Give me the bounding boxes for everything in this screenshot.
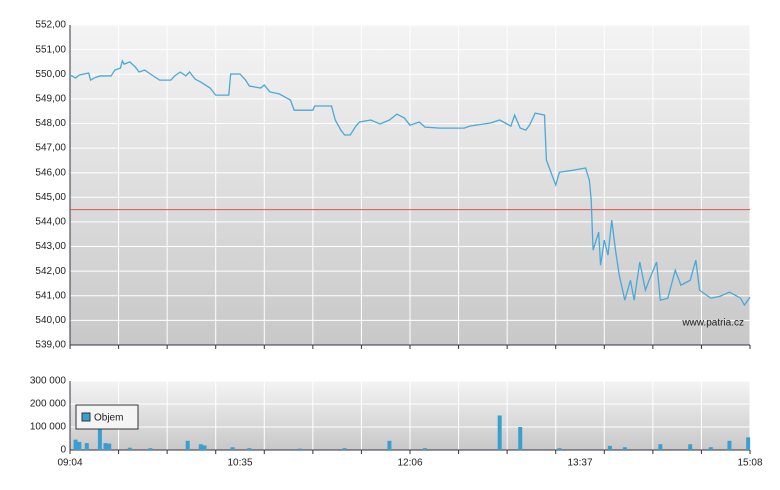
- y-tick-label: 540,00: [35, 315, 66, 326]
- y-tick-label: 542,00: [35, 266, 66, 277]
- y-tick-label: 543,00: [35, 241, 66, 252]
- volume-bar: [497, 415, 502, 450]
- volume-bar: [422, 448, 427, 450]
- volume-bar: [230, 447, 235, 450]
- x-tick-label: 13:37: [567, 458, 592, 469]
- y-tick-label: 541,00: [35, 290, 66, 301]
- y-tick-label: 546,00: [35, 167, 66, 178]
- volume-bar: [198, 444, 203, 450]
- volume-bar: [148, 448, 153, 450]
- volume-bar: [518, 427, 523, 450]
- y-tick-label: 545,00: [35, 192, 66, 203]
- y-tick-label: 551,00: [35, 44, 66, 55]
- volume-bar: [73, 439, 78, 450]
- volume-bar: [387, 440, 392, 450]
- volume-bar: [607, 445, 612, 450]
- volume-bar: [107, 443, 112, 450]
- volume-bar: [297, 448, 302, 450]
- y-tick-label: 549,00: [35, 93, 66, 104]
- volume-bar: [557, 448, 562, 450]
- volume-bar: [622, 447, 627, 450]
- x-tick-label: 15:08: [737, 458, 762, 469]
- x-tick-label: 09:04: [57, 458, 82, 469]
- x-tick-label: 10:35: [227, 458, 252, 469]
- legend-swatch: [81, 412, 91, 422]
- volume-bar: [84, 443, 89, 450]
- y-tick-label: 547,00: [35, 143, 66, 154]
- price-line: [69, 59, 751, 307]
- y-tick-label: 548,00: [35, 118, 66, 129]
- y-tick-label: 100 000: [30, 422, 67, 433]
- y-tick-label: 544,00: [35, 217, 66, 228]
- volume-bar: [127, 447, 132, 450]
- volume-bar: [688, 444, 693, 450]
- legend-label: Objem: [94, 413, 123, 424]
- volume-bar: [202, 445, 207, 450]
- volume-bar: [727, 440, 732, 450]
- y-tick-label: 552,00: [35, 20, 66, 31]
- volume-bar: [77, 441, 82, 450]
- y-tick-label: 550,00: [35, 69, 66, 80]
- x-tick-label: 12:06: [397, 458, 422, 469]
- y-tick-label: 539,00: [35, 340, 66, 351]
- volume-bar: [658, 444, 663, 450]
- volume-bar: [185, 440, 190, 450]
- volume-bar: [103, 443, 108, 450]
- y-tick-label: 300 000: [30, 376, 67, 387]
- watermark: www.patria.cz: [681, 318, 744, 329]
- y-tick-label: 0: [60, 445, 66, 456]
- y-tick-label: 200 000: [30, 399, 67, 410]
- volume-bar: [746, 437, 751, 450]
- volume-bar: [247, 448, 252, 450]
- volume-bar: [708, 447, 713, 450]
- volume-bar: [342, 448, 347, 450]
